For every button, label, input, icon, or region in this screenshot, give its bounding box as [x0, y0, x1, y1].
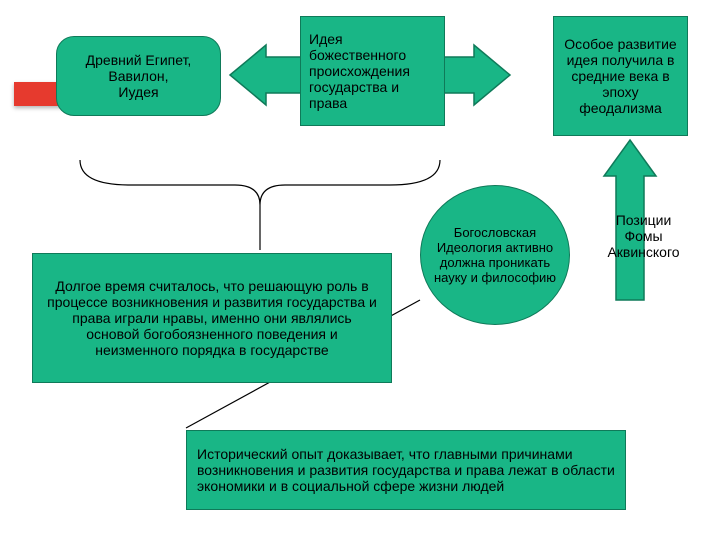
- node-medieval: Особое развитие идея получила в средние …: [553, 16, 688, 136]
- node-theology: Богословская Идеология активно должна пр…: [420, 185, 570, 325]
- node-theology-text: Богословская Идеология активно должна пр…: [421, 219, 569, 291]
- node-divine-idea: Идея божественного происхождения государ…: [300, 16, 445, 126]
- node-divine-idea-text: Идея божественного происхождения государ…: [301, 25, 444, 117]
- node-egypt-text: Древний Египет, Вавилон, Иудея: [82, 48, 196, 104]
- node-long-time-text: Долгое время считалось, что решающую рол…: [33, 270, 391, 366]
- node-long-time: Долгое время считалось, что решающую рол…: [32, 253, 392, 383]
- label-aquinas: Позиции Фомы Аквинского: [596, 212, 691, 260]
- node-historical-text: Исторический опыт доказывает, что главны…: [187, 440, 625, 500]
- label-aquinas-text: Позиции Фомы Аквинского: [607, 212, 679, 260]
- node-egypt: Древний Египет, Вавилон, Иудея: [56, 36, 221, 116]
- brace: [80, 160, 440, 250]
- node-historical: Исторический опыт доказывает, что главны…: [186, 430, 626, 510]
- node-medieval-text: Особое развитие идея получила в средние …: [554, 32, 687, 120]
